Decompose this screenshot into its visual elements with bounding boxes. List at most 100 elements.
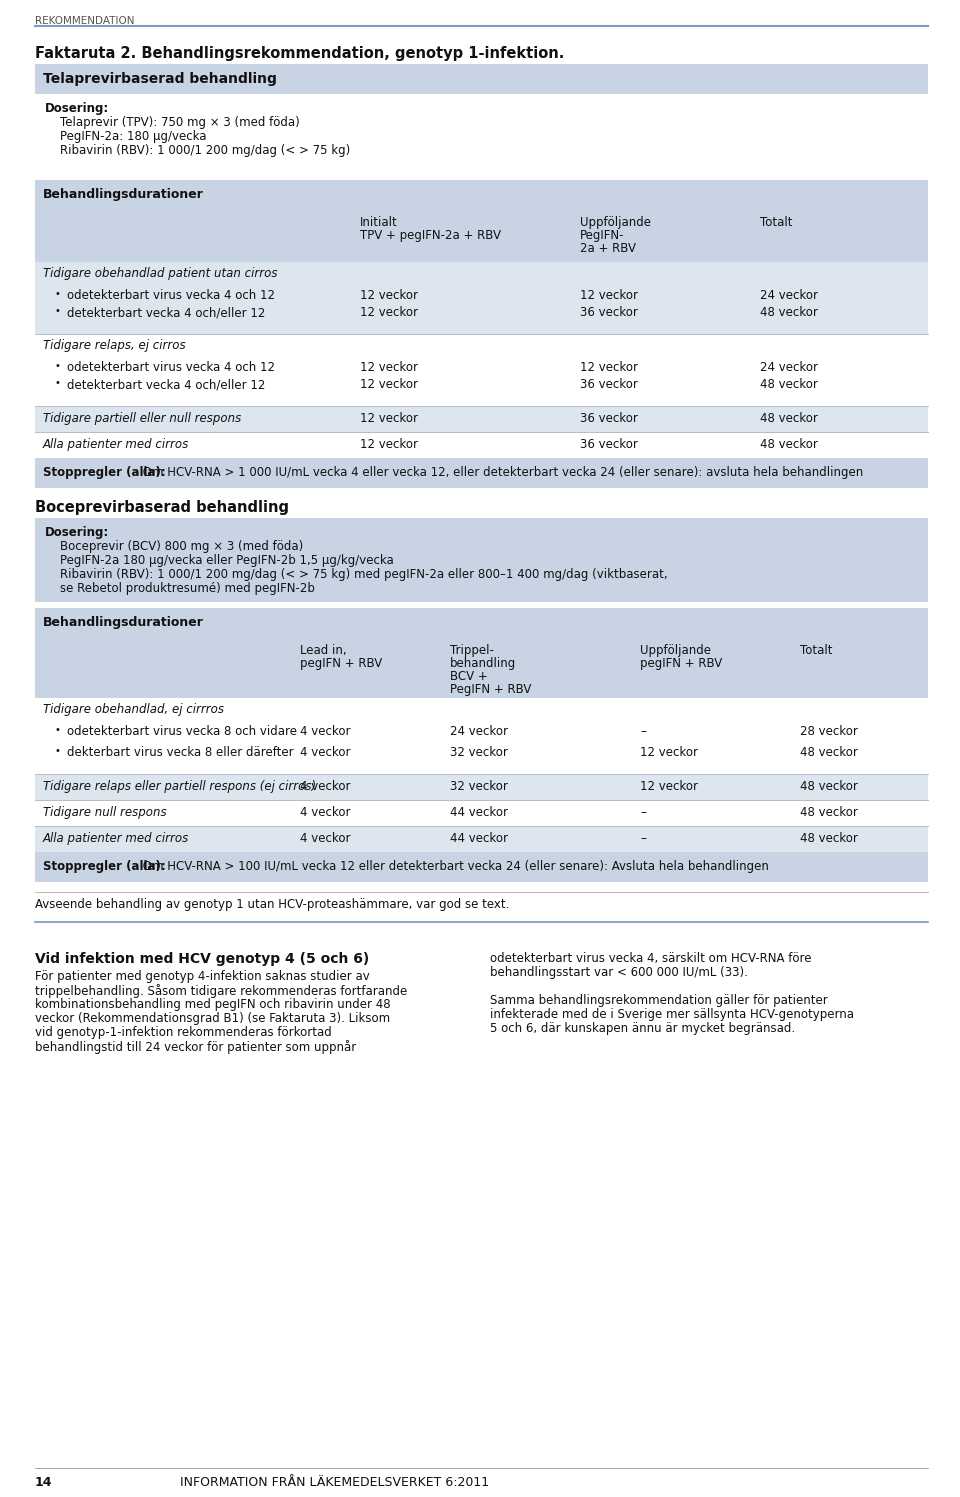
Text: Totalt: Totalt [760,216,793,229]
Text: 44 veckor: 44 veckor [450,832,508,844]
Text: 24 veckor: 24 veckor [760,289,818,302]
Bar [35,852,928,882]
Text: INFORMATION FRÅN LÄKEMEDELSVERKET 6:2011: INFORMATION FRÅN LÄKEMEDELSVERKET 6:2011 [180,1476,490,1490]
Text: 24 veckor: 24 veckor [760,361,818,374]
Text: behandlingstid till 24 veckor för patienter som uppnår: behandlingstid till 24 veckor för patien… [35,1040,356,1054]
Text: pegIFN + RBV: pegIFN + RBV [640,657,722,671]
Text: 28 veckor: 28 veckor [800,725,858,738]
Text: BCV +: BCV + [450,671,488,683]
Text: 32 veckor: 32 veckor [450,746,508,759]
Text: Uppföljande: Uppföljande [640,644,711,657]
Text: 5 och 6, där kunskapen ännu är mycket begränsad.: 5 och 6, där kunskapen ännu är mycket be… [490,1022,795,1034]
Bar [35,210,928,262]
Text: Tidigare obehandlad patient utan cirros: Tidigare obehandlad patient utan cirros [43,266,277,280]
Text: se Rebetol produktresumé) med pegIFN-2b: se Rebetol produktresumé) med pegIFN-2b [60,582,315,594]
Text: 12 veckor: 12 veckor [640,746,698,759]
Bar [35,799,928,826]
Text: dekterbart virus vecka 8 eller därefter: dekterbart virus vecka 8 eller därefter [67,746,294,759]
Text: TPV + pegIFN-2a + RBV: TPV + pegIFN-2a + RBV [360,229,501,243]
Text: Samma behandlingsrekommendation gäller för patienter: Samma behandlingsrekommendation gäller f… [490,994,828,1007]
Text: Uppföljande: Uppföljande [580,216,651,229]
Bar [35,720,928,774]
Text: 36 veckor: 36 veckor [580,305,637,319]
Text: Stoppregler (alla):: Stoppregler (alla): [43,859,166,873]
Text: veckor (Rekommendationsgrad B1) (se Faktaruta 3). Liksom: veckor (Rekommendationsgrad B1) (se Fakt… [35,1012,390,1025]
Text: PegIFN-: PegIFN- [580,229,625,243]
Text: Om HCV-RNA > 1 000 IU/mL vecka 4 eller vecka 12, eller detekterbart vecka 24 (el: Om HCV-RNA > 1 000 IU/mL vecka 4 eller v… [139,466,863,479]
Text: 48 veckor: 48 veckor [760,305,818,319]
Text: Telaprevir (TPV): 750 mg × 3 (med föda): Telaprevir (TPV): 750 mg × 3 (med föda) [60,115,300,129]
Text: 12 veckor: 12 veckor [580,361,638,374]
Text: •: • [55,289,60,299]
Text: Behandlingsdurationer: Behandlingsdurationer [43,189,204,201]
Text: 48 veckor: 48 veckor [800,746,858,759]
Text: trippelbehandling. Såsom tidigare rekommenderas fortfarande: trippelbehandling. Såsom tidigare rekomm… [35,984,407,998]
Text: –: – [640,832,646,844]
Text: •: • [55,305,60,316]
Text: 44 veckor: 44 veckor [450,805,508,819]
Bar [35,64,928,94]
Text: 12 veckor: 12 veckor [360,439,418,451]
Text: REKOMMENDATION: REKOMMENDATION [35,16,134,25]
Text: För patienter med genotyp 4-infektion saknas studier av: För patienter med genotyp 4-infektion sa… [35,970,370,984]
Text: PegIFN-2a 180 μg/vecka eller PegIFN-2b 1,5 μg/kg/vecka: PegIFN-2a 180 μg/vecka eller PegIFN-2b 1… [60,554,394,567]
Text: Initialt: Initialt [360,216,397,229]
Text: Lead in,: Lead in, [300,644,347,657]
Text: 12 veckor: 12 veckor [360,305,418,319]
Text: Telaprevirbaserad behandling: Telaprevirbaserad behandling [43,72,276,85]
Text: 48 veckor: 48 veckor [760,412,818,425]
Bar [35,284,928,334]
Text: Totalt: Totalt [800,644,832,657]
Text: Tidigare relaps, ej cirros: Tidigare relaps, ej cirros [43,338,185,352]
Text: 12 veckor: 12 veckor [360,289,418,302]
Text: 12 veckor: 12 veckor [360,361,418,374]
Text: Ribavirin (RBV): 1 000/1 200 mg/dag (< > 75 kg) med pegIFN-2a eller 800–1 400 mg: Ribavirin (RBV): 1 000/1 200 mg/dag (< >… [60,567,667,581]
Bar [35,458,928,488]
Text: 36 veckor: 36 veckor [580,412,637,425]
Text: vid genotyp-1-infektion rekommenderas förkortad: vid genotyp-1-infektion rekommenderas fö… [35,1025,332,1039]
Text: 4 veckor: 4 veckor [300,780,350,793]
Text: 36 veckor: 36 veckor [580,379,637,391]
Text: 12 veckor: 12 veckor [580,289,638,302]
Text: pegIFN + RBV: pegIFN + RBV [300,657,382,671]
Bar [35,826,928,852]
Text: •: • [55,746,60,756]
Text: 36 veckor: 36 veckor [580,439,637,451]
Text: Alla patienter med cirros: Alla patienter med cirros [43,439,189,451]
Text: odetekterbart virus vecka 8 och vidare: odetekterbart virus vecka 8 och vidare [67,725,297,738]
Text: Alla patienter med cirros: Alla patienter med cirros [43,832,189,844]
Text: odetekterbart virus vecka 4, särskilt om HCV-RNA före: odetekterbart virus vecka 4, särskilt om… [490,952,811,966]
Text: Dosering:: Dosering: [45,102,109,115]
Text: 12 veckor: 12 veckor [360,412,418,425]
Text: 4 veckor: 4 veckor [300,725,350,738]
Text: 12 veckor: 12 veckor [640,780,698,793]
Text: •: • [55,725,60,735]
Text: 4 veckor: 4 veckor [300,805,350,819]
Text: Boceprevirbaserad behandling: Boceprevirbaserad behandling [35,500,289,515]
Bar [35,608,928,638]
Bar [35,94,928,174]
Text: infekterade med de i Sverige mer sällsynta HCV-genotyperna: infekterade med de i Sverige mer sällsyn… [490,1007,854,1021]
Bar [35,518,928,602]
Text: Boceprevir (BCV) 800 mg × 3 (med föda): Boceprevir (BCV) 800 mg × 3 (med föda) [60,540,303,552]
Text: 14: 14 [35,1476,53,1490]
Bar [35,180,928,210]
Bar [35,433,928,458]
Text: –: – [640,725,646,738]
Text: Vid infektion med HCV genotyp 4 (5 och 6): Vid infektion med HCV genotyp 4 (5 och 6… [35,952,370,966]
Text: Dosering:: Dosering: [45,525,109,539]
Bar [35,356,928,406]
Text: kombinationsbehandling med pegIFN och ribavirin under 48: kombinationsbehandling med pegIFN och ri… [35,998,391,1010]
Text: Trippel-: Trippel- [450,644,493,657]
Text: odetekterbart virus vecka 4 och 12: odetekterbart virus vecka 4 och 12 [67,361,275,374]
Text: Avseende behandling av genotyp 1 utan HCV-proteashämmare, var god se text.: Avseende behandling av genotyp 1 utan HC… [35,898,510,912]
Bar [35,334,928,356]
Text: 48 veckor: 48 veckor [800,832,858,844]
Bar [35,638,928,698]
Text: •: • [55,361,60,371]
Bar [35,698,928,720]
Text: PegIFN + RBV: PegIFN + RBV [450,683,532,696]
Text: 4 veckor: 4 veckor [300,832,350,844]
Text: 48 veckor: 48 veckor [800,780,858,793]
Text: 24 veckor: 24 veckor [450,725,508,738]
